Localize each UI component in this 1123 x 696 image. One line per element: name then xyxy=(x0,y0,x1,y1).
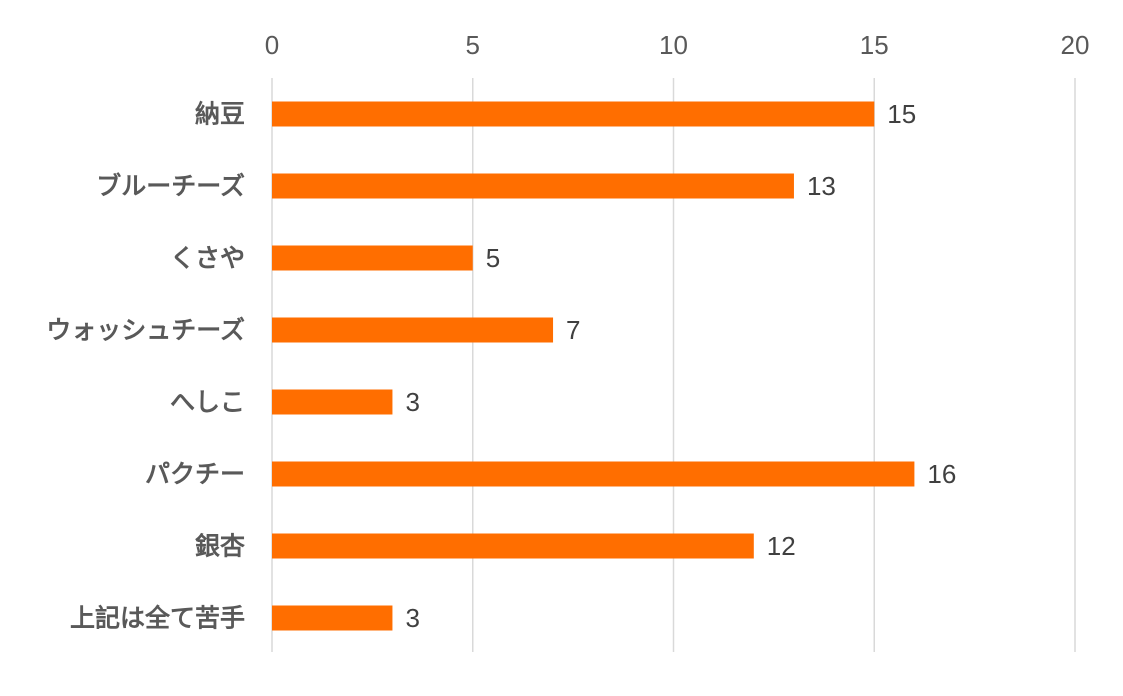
bar xyxy=(272,389,393,415)
category-label: ブルーチーズ xyxy=(96,172,245,201)
data-label: 5 xyxy=(486,243,500,273)
x-tick-label: 20 xyxy=(1061,30,1090,60)
category-label: くさや xyxy=(170,244,245,273)
data-label: 12 xyxy=(767,531,796,561)
category-label: へしこ xyxy=(170,388,245,417)
x-tick-label: 15 xyxy=(860,30,889,60)
category-label: パクチー xyxy=(145,460,245,489)
bar xyxy=(272,605,393,631)
bars xyxy=(272,101,915,631)
bar xyxy=(272,533,754,559)
x-axis: 0 5 10 15 20 xyxy=(265,30,1090,60)
bar xyxy=(272,317,554,343)
x-tick-label: 0 xyxy=(265,30,279,60)
data-label: 3 xyxy=(405,387,419,417)
bar xyxy=(272,245,473,271)
category-label: 納豆 xyxy=(195,100,245,129)
x-tick-label: 5 xyxy=(466,30,480,60)
category-label: 上記は全て苦手 xyxy=(70,604,245,633)
x-tick-label: 10 xyxy=(659,30,688,60)
data-label: 3 xyxy=(405,603,419,633)
data-label: 16 xyxy=(927,459,956,489)
bar xyxy=(272,173,794,199)
bar xyxy=(272,101,875,127)
gridlines xyxy=(271,78,1076,652)
category-label: 銀杏 xyxy=(195,532,245,561)
bar xyxy=(272,461,915,487)
data-labels: 15 13 5 7 3 16 12 3 xyxy=(405,99,956,633)
data-label: 13 xyxy=(807,171,836,201)
data-label: 15 xyxy=(887,99,916,129)
category-label: ウォッシュチーズ xyxy=(46,316,245,345)
data-label: 7 xyxy=(566,315,580,345)
